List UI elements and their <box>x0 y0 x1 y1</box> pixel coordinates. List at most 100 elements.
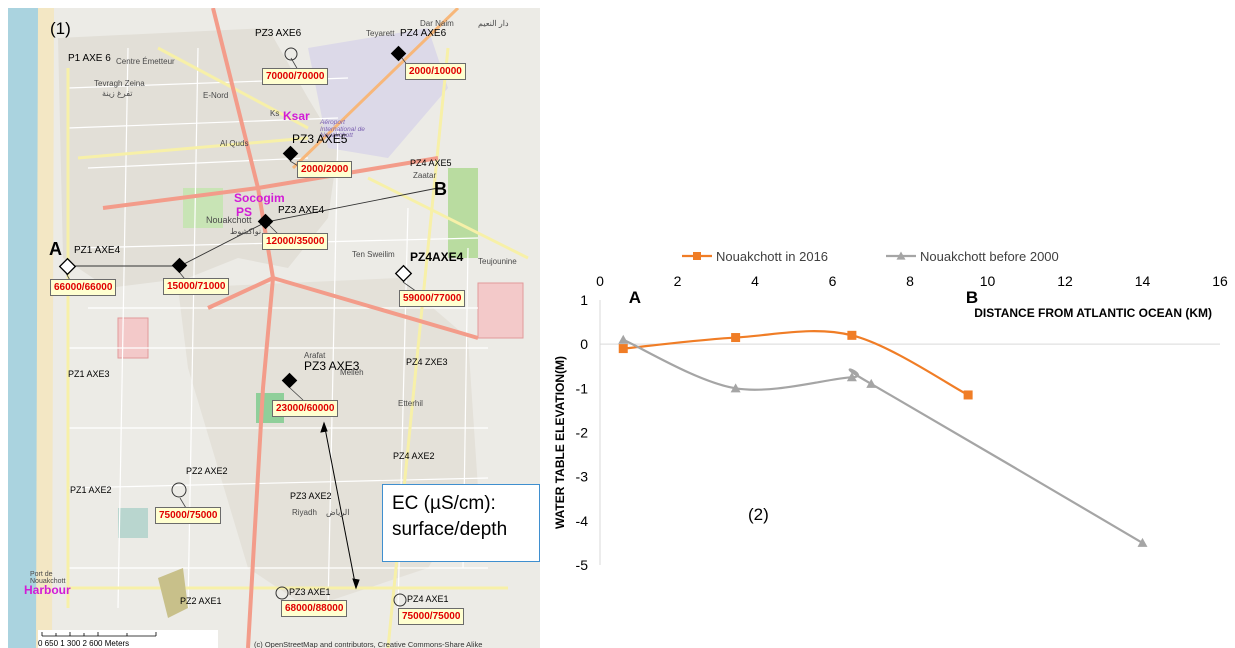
nouakchott-map: (1) Centre Émetteur Tevragh Zeina تفرغ ز… <box>8 8 540 648</box>
ec-box-pz4-axe6: 2000/10000 <box>405 63 466 80</box>
place-label: تفرغ زينة <box>102 89 133 98</box>
place-label: Zaatar <box>413 171 437 180</box>
legend-marker-2016 <box>693 252 701 260</box>
scale-bar-label: 0 650 1 300 2 600 Meters <box>38 639 130 648</box>
well-label: PZ4 AXE1 <box>407 594 449 604</box>
well-label: PZ3 AXE2 <box>290 491 332 501</box>
place-label: Ten Sweilim <box>352 250 395 259</box>
ec-box-pz3-axe3: 23000/60000 <box>272 400 339 417</box>
y-tick-label: -2 <box>576 425 589 441</box>
place-label: E-Nord <box>203 91 229 100</box>
x-tick-label: 8 <box>906 273 914 289</box>
secondary-roads <box>66 46 529 648</box>
place-label: Teyarett <box>366 29 395 38</box>
ec-box-pz2-axe2: 75000/75000 <box>155 507 222 524</box>
y-tick-label: -1 <box>576 380 589 396</box>
chart-panel-label: (2) <box>748 505 769 524</box>
airport-area <box>308 28 448 158</box>
well-circle-pz2-axe2 <box>171 482 187 498</box>
y-axis-title: WATER TABLE ELEVATION(M) <box>553 356 567 529</box>
well-circle-pz4-axe1 <box>393 593 407 607</box>
place-label: الرياض <box>326 508 350 517</box>
section-point-a: A <box>49 239 62 259</box>
place-label: Port de Nouakchott <box>30 571 66 585</box>
map-panel-label: (1) <box>50 19 71 38</box>
data-point-triangle <box>1137 537 1148 547</box>
x-tick-label: 2 <box>674 273 682 289</box>
water-table-chart: Nouakchott in 2016 Nouakchott before 200… <box>553 240 1235 580</box>
legend-label-before-2000: Nouakchott before 2000 <box>920 249 1059 264</box>
data-point-square <box>963 390 973 400</box>
harbour-label: Harbour <box>24 583 71 597</box>
x-tick-label: 4 <box>751 273 759 289</box>
y-tick-label: 0 <box>580 336 588 352</box>
ec-box-pz3-axe4: 12000/35000 <box>262 233 329 250</box>
place-label: Centre Émetteur <box>116 57 175 66</box>
place-label: دار النعيم <box>478 19 509 28</box>
well-label: PZ3 AXE1 <box>289 587 331 597</box>
data-point-triangle <box>730 383 741 393</box>
legend-label-2016: Nouakchott in 2016 <box>716 249 828 264</box>
beach <box>36 8 54 648</box>
well-diamond-open-pz4-axe4 <box>394 264 413 283</box>
place-label: Melleh <box>340 368 364 377</box>
chart-series <box>618 330 1148 547</box>
well-label: PZ4 ZXE3 <box>406 357 448 367</box>
place-label: Tevragh Zeina <box>94 79 145 88</box>
data-point-square <box>847 330 857 340</box>
ocean <box>8 8 38 648</box>
ec-box-pz4-axe4: 59000/77000 <box>399 290 466 307</box>
ps-label: PS <box>236 205 253 219</box>
map-credit: (c) OpenStreetMap and contributors, Crea… <box>254 640 483 648</box>
section-marker-a: A <box>629 288 641 307</box>
section-point-b: B <box>434 179 447 199</box>
data-point-triangle <box>866 378 877 388</box>
well-label: PZ1 AXE3 <box>68 369 110 379</box>
x-axis-title: DISTANCE FROM ATLANTIC OCEAN (KM) <box>974 306 1212 320</box>
place-label: Aéroport International de Nouakchott <box>320 119 365 139</box>
ksar-label: Ksar <box>283 109 310 123</box>
y-tick-label: -5 <box>576 557 589 573</box>
place-label: Nouakchott <box>206 215 252 225</box>
legend-arrow <box>320 421 360 590</box>
ec-box-pz3-axe6: 70000/70000 <box>262 68 329 85</box>
chart-svg: Nouakchott in 2016 Nouakchott before 200… <box>553 249 1228 573</box>
data-point-square <box>618 344 628 354</box>
ec-box-pz3-axe5: 2000/2000 <box>297 161 353 178</box>
place-label: نواكشوط <box>230 227 262 236</box>
x-tick-label: 14 <box>1135 273 1151 289</box>
series-line-1 <box>622 338 1144 544</box>
y-tick-label: -4 <box>576 513 589 529</box>
place-label: Al Quds <box>220 139 249 148</box>
well-label: PZ3 AXE4 <box>278 205 325 216</box>
airport-road <box>291 8 460 170</box>
section-line <box>68 187 439 267</box>
chart-axes <box>599 300 1220 565</box>
green-patch <box>118 508 148 538</box>
x-tick-label: 0 <box>596 273 604 289</box>
place-label: Arafat <box>304 351 326 360</box>
scale-bar <box>38 630 218 648</box>
primary-roads <box>102 8 479 648</box>
well-circle-pz3-axe1 <box>275 586 289 600</box>
data-point-triangle <box>618 334 629 344</box>
well-label: PZ3 AXE6 <box>255 28 302 39</box>
hatched-area <box>477 282 524 339</box>
chart-legend: Nouakchott in 2016 Nouakchott before 200… <box>682 249 1059 264</box>
place-label: Riyadh <box>292 508 317 517</box>
well-diamond-pz2-axe4 <box>171 257 188 274</box>
data-point-square <box>731 333 741 343</box>
well-label: PZ4AXE4 <box>410 250 464 264</box>
ec-legend-box: EC (µS/cm): surface/depth <box>382 484 540 562</box>
well-label: PZ2 AXE1 <box>180 596 222 606</box>
socogim-label: Socogim <box>234 191 285 205</box>
ec-box-pz3-axe1: 68000/88000 <box>281 600 348 617</box>
well-label: PZ4 AXE5 <box>410 158 452 168</box>
well-label: PZ4 AXE2 <box>393 451 435 461</box>
y-tick-label: -3 <box>576 469 589 485</box>
place-label: Teujounine <box>478 257 517 266</box>
green-patch <box>448 168 478 258</box>
well-label: PZ1 AXE2 <box>70 485 112 495</box>
legend-line-1: EC (µS/cm): <box>392 493 496 514</box>
